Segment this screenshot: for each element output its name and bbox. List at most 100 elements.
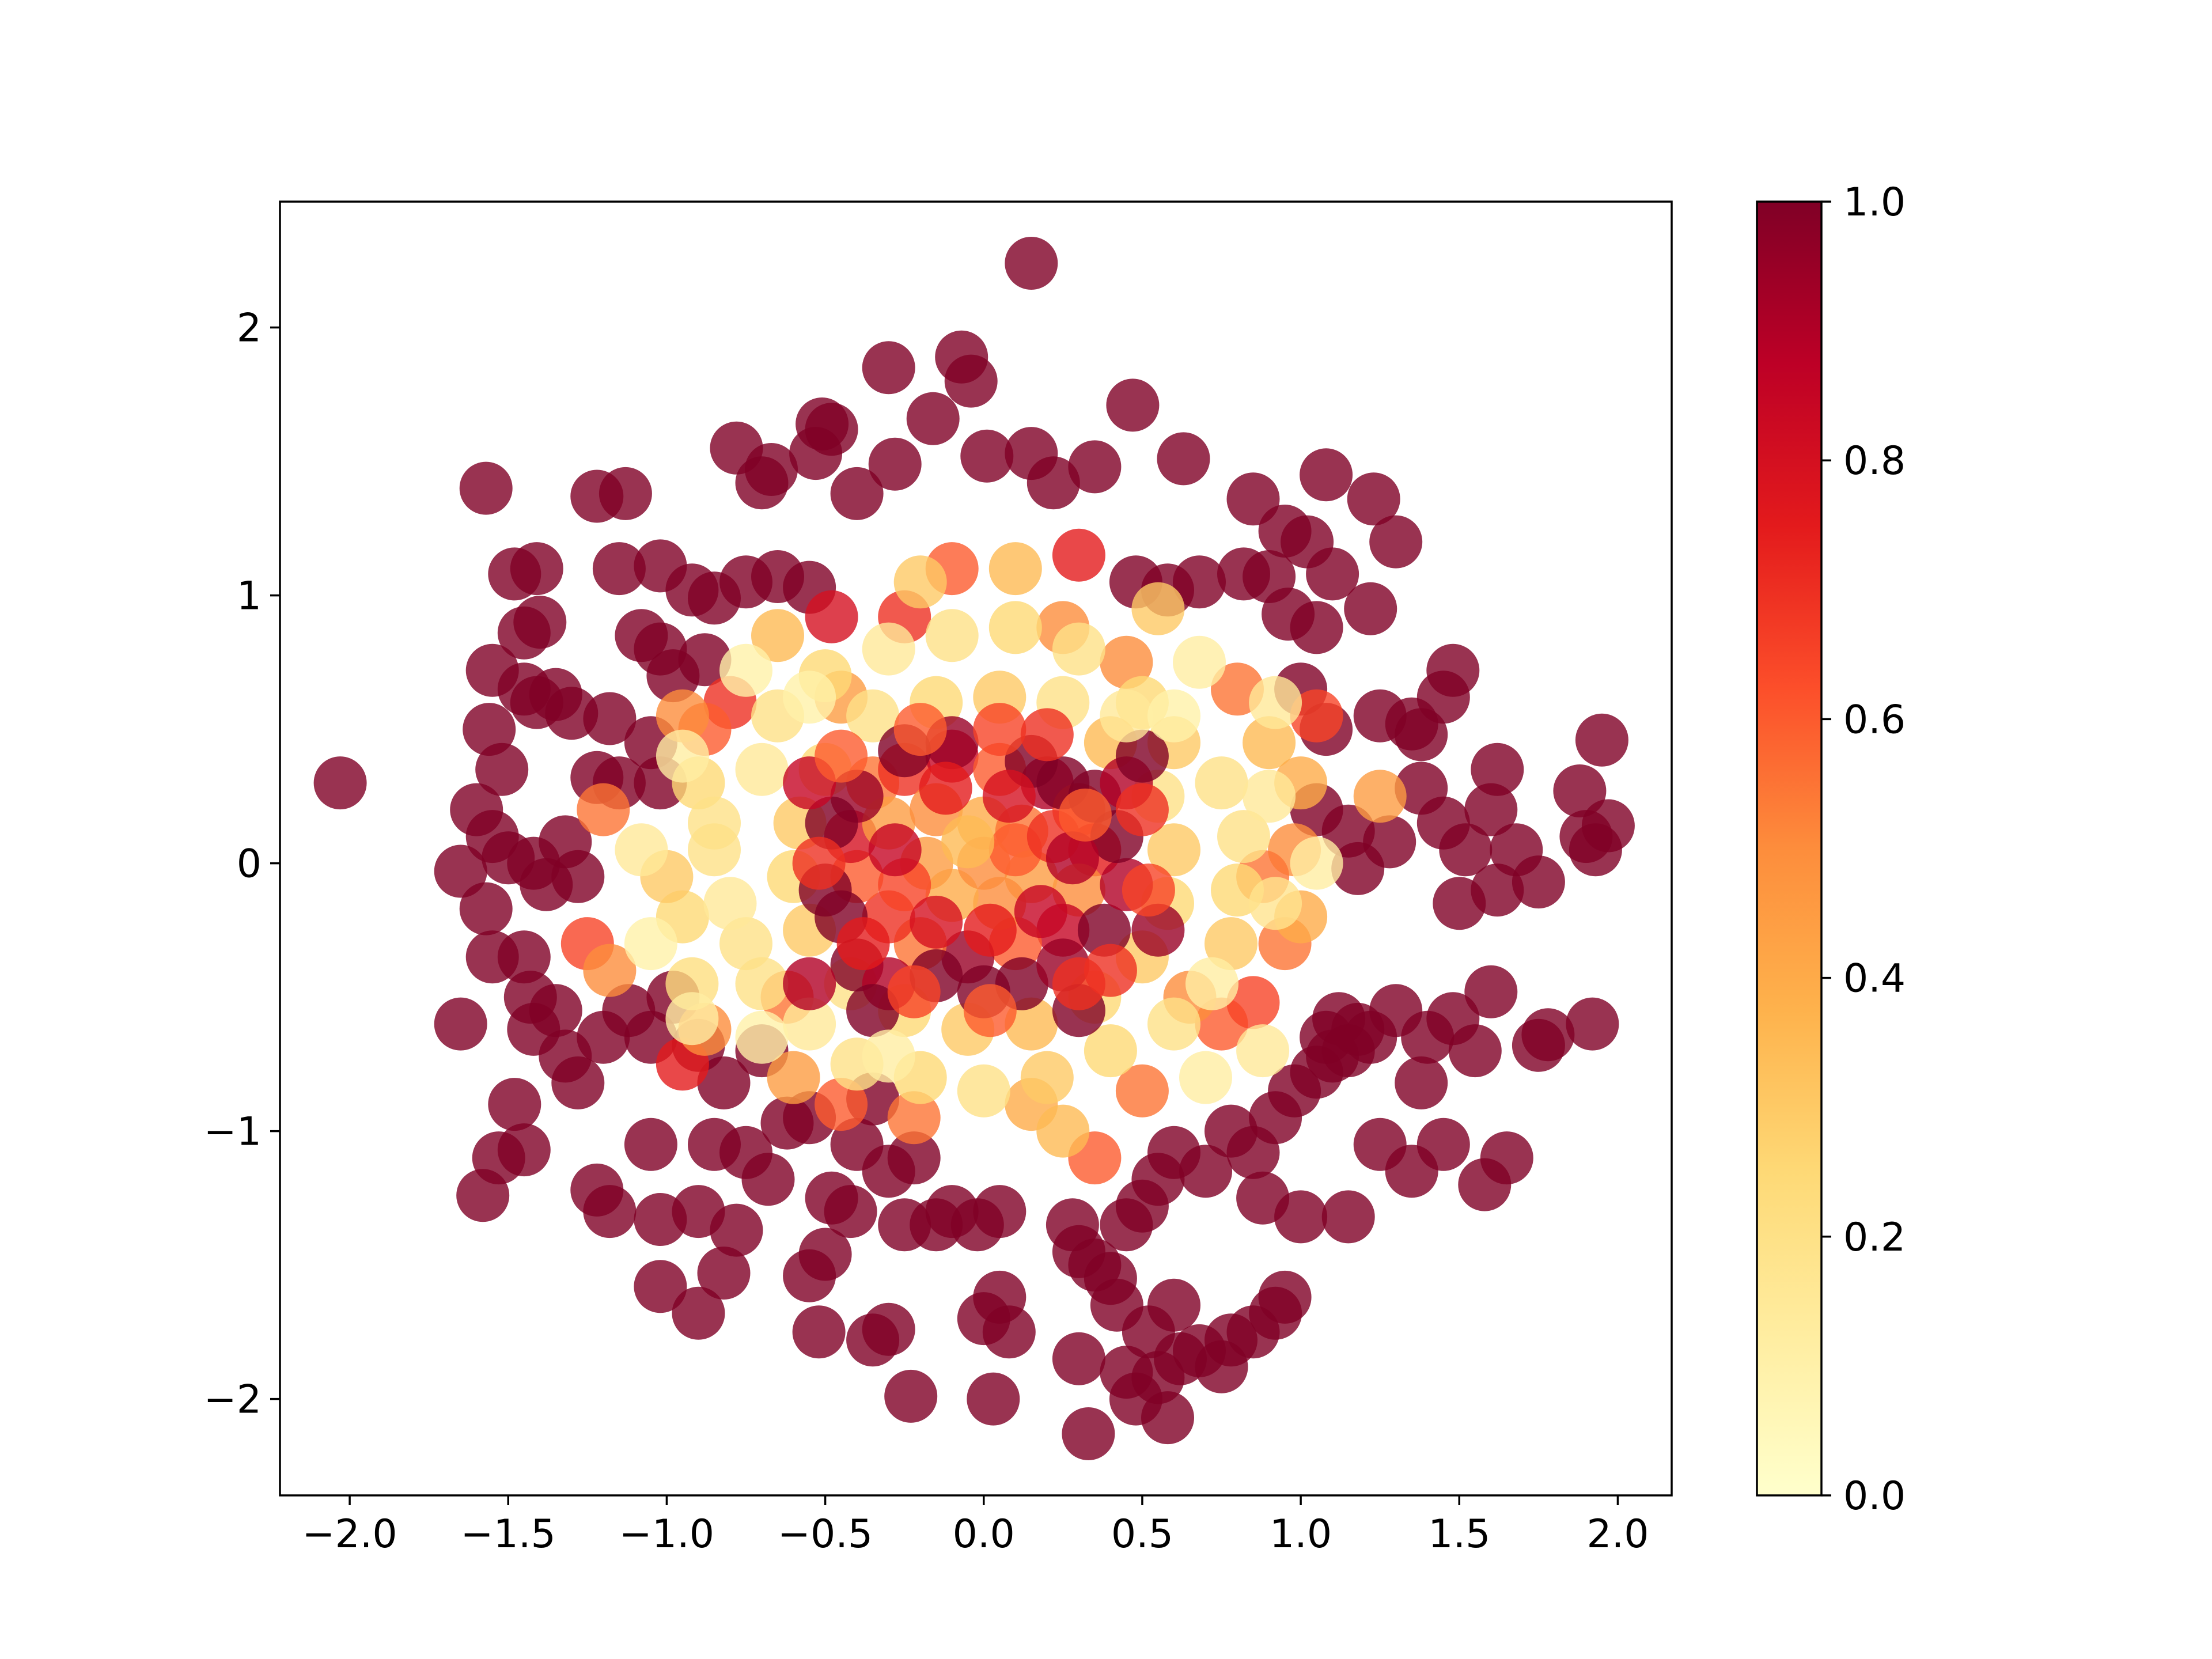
scatter-point — [1249, 877, 1302, 930]
scatter-point — [862, 622, 915, 676]
scatter-point — [1262, 588, 1315, 641]
scatter-point — [887, 965, 941, 1018]
scatter-point — [1236, 1171, 1290, 1225]
scatter-point — [824, 1185, 877, 1238]
scatter-point — [815, 1078, 868, 1131]
scatter-point — [1569, 823, 1622, 877]
scatter-point — [1052, 957, 1105, 1010]
scatter-point — [1046, 831, 1099, 885]
colorbar-tick-label: 1.0 — [1843, 180, 1906, 225]
scatter-point — [1052, 528, 1105, 582]
scatter-point — [893, 555, 947, 609]
colorbar-tick-label: 0.4 — [1843, 956, 1906, 1002]
scatter-point — [1185, 957, 1238, 1010]
scatter-point — [893, 703, 947, 756]
scatter-point — [1217, 810, 1270, 863]
scatter-point — [1464, 965, 1518, 1018]
y-tick-label: 1 — [237, 574, 262, 619]
scatter-point — [1084, 1024, 1137, 1078]
scatter-point — [783, 671, 836, 724]
scatter-point — [982, 770, 1036, 823]
scatter-point — [1290, 836, 1343, 890]
scatter-point — [583, 1185, 637, 1238]
scatter-point — [846, 689, 900, 743]
scatter-point — [1243, 770, 1296, 823]
scatter-point — [919, 762, 972, 815]
scatter-point — [1395, 1056, 1448, 1109]
scatter-point — [688, 796, 741, 850]
scatter-point — [783, 997, 836, 1051]
scatter-point — [798, 1228, 852, 1281]
scatter-point — [862, 1302, 915, 1356]
scatter-point — [434, 844, 487, 898]
scatter-point — [1471, 743, 1524, 796]
scatter-point — [1014, 885, 1067, 938]
scatter-point — [963, 984, 1017, 1037]
x-axis: −2.0 −1.5 −1.0 −0.5 0.0 0.5 1.0 1.5 2.0 — [302, 1495, 1649, 1557]
colorbar-tick-label: 0.6 — [1843, 697, 1906, 743]
scatter-point — [887, 1131, 941, 1185]
scatter-point — [1100, 635, 1153, 689]
scatter-point — [925, 609, 979, 662]
scatter-point — [1131, 903, 1185, 957]
scatter-point — [497, 930, 551, 984]
scatter-point — [960, 429, 1014, 483]
scatter-point — [1353, 770, 1407, 823]
scatter-point — [678, 633, 732, 687]
scatter-point — [624, 917, 677, 971]
scatter-point — [1179, 1145, 1232, 1198]
scatter-point — [1052, 622, 1105, 676]
scatter-point — [836, 917, 890, 971]
scatter-point — [488, 547, 541, 601]
y-tick-label: 0 — [237, 842, 262, 887]
colorbar-tick-label: 0.0 — [1843, 1474, 1906, 1519]
y-tick-label: 2 — [237, 306, 262, 351]
scatter-point — [1395, 708, 1448, 762]
scatter-point — [599, 467, 652, 520]
scatter-point — [1290, 689, 1343, 743]
x-tick-label: −1.0 — [619, 1512, 714, 1557]
scatter-point — [1147, 997, 1200, 1051]
scatter-point — [767, 1051, 820, 1104]
scatter-point — [1157, 432, 1210, 486]
scatter-point — [1131, 582, 1185, 635]
scatter-point — [719, 917, 772, 971]
scatter-point — [967, 1372, 1020, 1426]
scatter-point — [792, 836, 846, 890]
scatter-point — [1115, 1064, 1169, 1118]
scatter-point — [1020, 708, 1074, 762]
scatter-point — [1243, 716, 1296, 770]
scatter-point — [1027, 456, 1080, 510]
scatter-point — [1344, 582, 1397, 635]
colorbar-tick-label: 0.2 — [1843, 1215, 1906, 1260]
data-points — [313, 237, 1635, 1460]
scatter-point — [1369, 515, 1423, 569]
scatter-point — [615, 823, 668, 877]
scatter-point — [1300, 1010, 1353, 1064]
scatter-point — [792, 1305, 846, 1359]
scatter-point — [1426, 643, 1480, 697]
scatter-point — [1471, 863, 1524, 917]
scatter-point — [1205, 917, 1257, 971]
scatter-point — [1575, 713, 1628, 767]
scatter-point — [583, 944, 637, 997]
scatter-point — [583, 692, 637, 745]
scatter-point — [1020, 1051, 1074, 1104]
plot-area-frame — [279, 200, 1673, 1497]
scatter-point — [906, 392, 960, 445]
scatter-point — [703, 877, 757, 930]
scatter-point — [1448, 1024, 1502, 1078]
scatter-point — [1521, 1008, 1575, 1062]
scatter-point — [963, 903, 1017, 957]
scatter-point — [944, 354, 998, 408]
scatter-point — [1052, 1332, 1105, 1385]
scatter-point — [697, 1056, 751, 1109]
scatter-point — [1005, 237, 1058, 290]
scatter-point — [1464, 783, 1518, 836]
scatter-point — [1347, 472, 1400, 526]
scatter-point — [1179, 1051, 1232, 1104]
scatter-point — [1566, 997, 1619, 1051]
scatter-point — [805, 590, 858, 643]
scatter-point — [1226, 976, 1280, 1029]
scatter-point — [488, 1078, 541, 1131]
